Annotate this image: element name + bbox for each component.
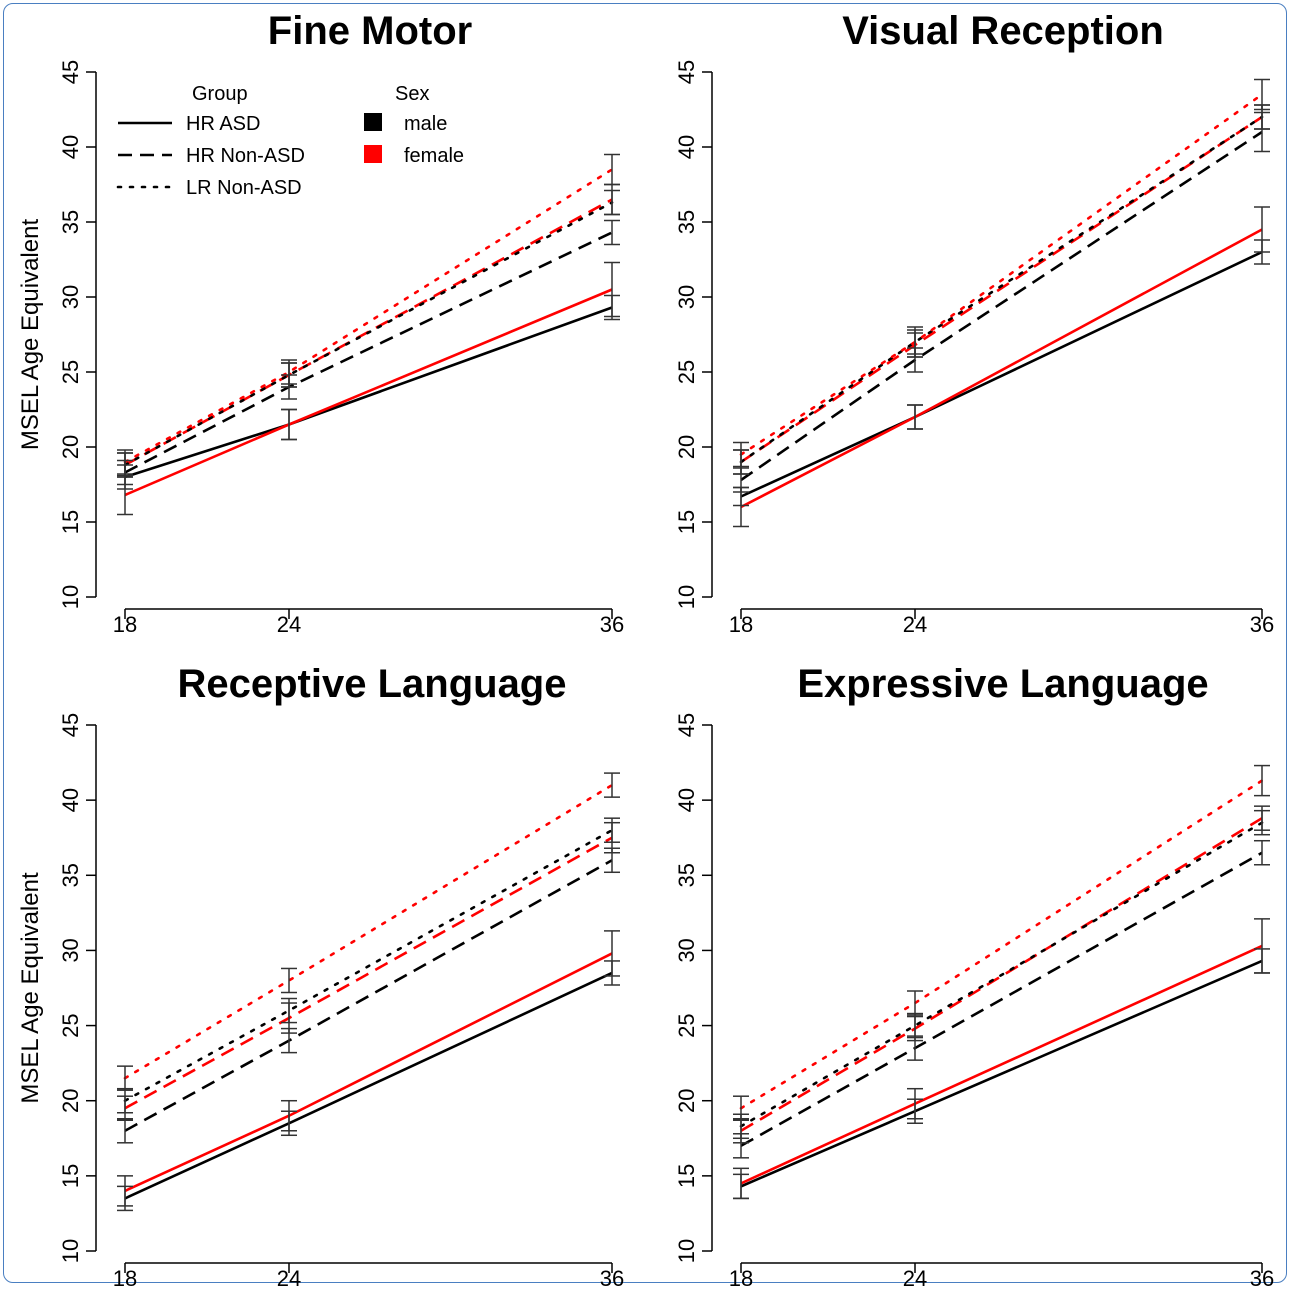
y-tick-label: 30 bbox=[674, 285, 699, 309]
series-line bbox=[739, 93, 1264, 456]
y-tick-label: 25 bbox=[58, 1013, 83, 1037]
x-tick-label: 24 bbox=[277, 612, 301, 637]
series-line bbox=[123, 168, 614, 464]
legend-label: HR Non-ASD bbox=[186, 145, 305, 167]
legend: Group Sex HR ASD HR Non-ASD LR Non-ASD male fe… bbox=[116, 83, 464, 199]
series-line bbox=[740, 851, 1263, 1147]
series-line bbox=[124, 971, 613, 1200]
legend-label: LR Non-ASD bbox=[186, 177, 302, 199]
x-tick-label: 36 bbox=[1250, 612, 1274, 637]
y-tick-label: 10 bbox=[674, 1239, 699, 1263]
y-tick-label: 35 bbox=[674, 210, 699, 234]
y-tick-label: 40 bbox=[58, 135, 83, 159]
legend-label: HR ASD bbox=[186, 113, 260, 135]
series-line bbox=[740, 944, 1263, 1185]
y-tick-label: 15 bbox=[58, 510, 83, 534]
legend-title-sex: Sex bbox=[395, 83, 429, 105]
y-tick-label: 25 bbox=[674, 360, 699, 384]
legend-label: female bbox=[404, 145, 464, 167]
y-tick-label: 15 bbox=[58, 1164, 83, 1188]
y-tick-label: 10 bbox=[58, 1239, 83, 1263]
y-tick-label: 45 bbox=[58, 713, 83, 737]
legend-label: male bbox=[404, 113, 447, 135]
y-tick-label: 35 bbox=[674, 863, 699, 887]
y-tick-label: 40 bbox=[674, 135, 699, 159]
series-line bbox=[124, 836, 613, 1110]
x-tick-label: 18 bbox=[729, 612, 753, 637]
x-tick-label: 18 bbox=[113, 612, 137, 637]
y-tick-label: 25 bbox=[58, 360, 83, 384]
panel-title: Fine Motor bbox=[268, 9, 472, 53]
legend-color-swatch bbox=[364, 145, 382, 163]
legend-color-swatch bbox=[364, 113, 382, 131]
y-tick-label: 20 bbox=[674, 435, 699, 459]
y-tick-label: 20 bbox=[58, 1088, 83, 1112]
y-tick-label: 40 bbox=[674, 788, 699, 812]
series-line bbox=[740, 228, 1263, 509]
legend-title-group: Group bbox=[192, 83, 248, 105]
series-line bbox=[739, 821, 1264, 1128]
chart-panel: Expressive Language 10 15 20 25 30 35 40 45 18 24 3… bbox=[674, 662, 1274, 1289]
series-line bbox=[123, 783, 614, 1080]
y-tick-label: 35 bbox=[58, 210, 83, 234]
y-tick-label: 30 bbox=[58, 938, 83, 962]
series-line bbox=[124, 288, 613, 497]
y-tick-label: 20 bbox=[674, 1088, 699, 1112]
y-tick-label: 40 bbox=[58, 788, 83, 812]
panel-title: Visual Reception bbox=[842, 9, 1164, 53]
series-line bbox=[739, 779, 1264, 1110]
chart-panel: Fine Motor 10 15 20 25 30 35 40 45 18 24 36 MSEL Age… bbox=[17, 9, 624, 637]
series-line bbox=[124, 859, 613, 1132]
chart-panel: Receptive Language 10 15 20 25 30 35 40 45 18 24 36… bbox=[17, 662, 624, 1289]
x-tick-label: 24 bbox=[903, 1266, 927, 1289]
series-line bbox=[740, 130, 1263, 482]
figure-frame bbox=[3, 3, 1287, 1283]
y-tick-label: 45 bbox=[58, 60, 83, 84]
x-tick-label: 36 bbox=[600, 1266, 624, 1289]
y-axis-label: MSEL Age Equivalent bbox=[17, 219, 44, 451]
series-line bbox=[123, 201, 614, 467]
panel-title: Expressive Language bbox=[797, 662, 1208, 706]
x-tick-label: 24 bbox=[903, 612, 927, 637]
y-tick-label: 25 bbox=[674, 1013, 699, 1037]
y-tick-label: 45 bbox=[674, 60, 699, 84]
y-tick-label: 35 bbox=[58, 863, 83, 887]
y-tick-label: 15 bbox=[674, 510, 699, 534]
y-tick-label: 45 bbox=[674, 713, 699, 737]
y-tick-label: 10 bbox=[58, 585, 83, 609]
panel-title: Receptive Language bbox=[177, 662, 566, 706]
chart-panel: Visual Reception 10 15 20 25 30 35 40 45 18 24 36 bbox=[674, 9, 1274, 637]
x-tick-label: 18 bbox=[113, 1266, 137, 1289]
y-tick-label: 30 bbox=[58, 285, 83, 309]
series-line bbox=[124, 231, 613, 474]
series-line bbox=[123, 828, 614, 1103]
series-line bbox=[124, 952, 613, 1193]
x-tick-label: 18 bbox=[729, 1266, 753, 1289]
y-tick-label: 20 bbox=[58, 435, 83, 459]
y-tick-label: 10 bbox=[674, 585, 699, 609]
x-tick-label: 36 bbox=[1250, 1266, 1274, 1289]
y-axis-label: MSEL Age Equivalent bbox=[17, 872, 44, 1104]
x-tick-label: 24 bbox=[277, 1266, 301, 1289]
series-line bbox=[740, 959, 1263, 1188]
y-tick-label: 15 bbox=[674, 1164, 699, 1188]
x-tick-label: 36 bbox=[600, 612, 624, 637]
y-tick-label: 30 bbox=[674, 938, 699, 962]
